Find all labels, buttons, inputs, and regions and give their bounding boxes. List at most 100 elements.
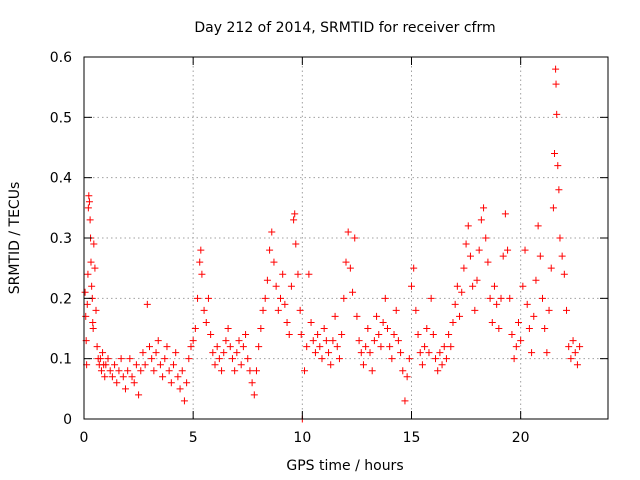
data-point — [512, 343, 520, 351]
data-point — [165, 367, 173, 375]
data-point — [185, 355, 193, 363]
data-point — [486, 294, 494, 302]
data-point — [272, 282, 280, 290]
data-point — [143, 300, 151, 308]
data-point — [373, 312, 381, 320]
data-point — [565, 343, 573, 351]
data-point — [244, 355, 252, 363]
data-point — [174, 373, 182, 381]
data-point — [436, 349, 444, 357]
data-point — [146, 343, 153, 351]
data-point — [277, 294, 284, 302]
data-point — [250, 391, 258, 399]
data-point — [386, 343, 394, 351]
data-point — [198, 270, 206, 278]
data-point — [117, 355, 125, 363]
data-point — [495, 325, 503, 332]
data-point — [488, 318, 496, 326]
data-point — [121, 385, 129, 393]
data-point — [84, 204, 92, 212]
data-point — [331, 312, 339, 320]
data-point — [88, 282, 96, 290]
data-point — [473, 276, 481, 284]
data-point — [202, 318, 210, 326]
data-point — [551, 150, 559, 158]
data-point — [139, 349, 147, 357]
data-point — [506, 294, 514, 302]
data-point — [563, 306, 571, 314]
data-point — [453, 282, 461, 290]
data-point — [471, 306, 479, 314]
data-point — [379, 318, 387, 326]
data-point — [482, 234, 490, 242]
data-point — [135, 391, 143, 399]
data-point — [477, 216, 485, 224]
data-point — [91, 264, 99, 272]
data-point — [355, 337, 363, 345]
data-point — [322, 337, 330, 345]
data-point — [493, 300, 501, 308]
data-point — [268, 228, 276, 236]
data-point — [111, 361, 119, 369]
data-point — [207, 331, 215, 339]
data-point — [366, 349, 374, 357]
data-point — [252, 367, 260, 375]
data-point — [370, 337, 378, 345]
data-point — [346, 264, 354, 272]
data-point — [246, 367, 254, 375]
data-point — [154, 337, 162, 345]
data-point — [340, 294, 348, 302]
data-point — [242, 331, 250, 339]
data-point — [150, 367, 158, 375]
data-point — [359, 361, 367, 369]
data-point — [82, 312, 90, 320]
data-point — [438, 361, 446, 369]
data-point — [410, 264, 418, 272]
data-point — [183, 379, 191, 387]
data-point — [401, 397, 409, 405]
data-point — [523, 300, 531, 308]
data-point — [102, 361, 110, 369]
data-point — [226, 343, 234, 351]
data-point — [106, 367, 114, 375]
data-point — [434, 367, 442, 375]
data-point — [569, 337, 577, 345]
data-point — [390, 331, 398, 339]
data-point — [83, 300, 91, 308]
data-point — [547, 264, 555, 272]
data-point — [517, 337, 525, 345]
data-point — [403, 373, 411, 381]
data-point — [101, 373, 109, 381]
data-point — [96, 355, 104, 363]
data-point — [291, 210, 299, 218]
data-point — [327, 361, 335, 369]
data-point — [209, 349, 217, 357]
data-point — [194, 294, 202, 302]
data-point — [364, 325, 372, 332]
data-point — [555, 186, 563, 194]
data-point — [499, 252, 507, 260]
data-point — [167, 379, 175, 387]
data-point — [309, 337, 317, 345]
data-point — [86, 216, 94, 224]
data-point — [189, 337, 197, 345]
data-point — [259, 306, 267, 314]
data-point — [329, 337, 337, 345]
data-point — [178, 367, 186, 375]
data-point — [484, 258, 492, 266]
data-point — [191, 325, 199, 332]
data-point — [480, 204, 488, 212]
data-point — [90, 240, 98, 248]
data-point — [571, 349, 579, 357]
data-point — [281, 300, 289, 308]
data-point — [338, 331, 346, 339]
data-point — [368, 367, 376, 375]
data-point — [231, 367, 239, 375]
data-point — [128, 373, 136, 381]
data-point — [126, 355, 134, 363]
x-tick-label: 15 — [403, 430, 421, 446]
data-point — [224, 325, 232, 332]
data-point — [539, 294, 546, 302]
data-point — [211, 361, 219, 369]
